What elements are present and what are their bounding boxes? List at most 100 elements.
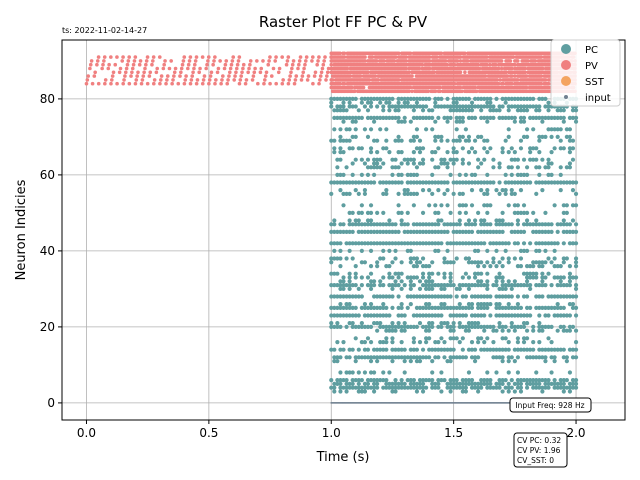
pc-spike — [411, 347, 416, 352]
pc-spike — [362, 305, 368, 310]
pc-spike — [353, 119, 358, 124]
pc-spike — [396, 100, 401, 105]
pc-spike — [509, 324, 514, 329]
pc-spike — [549, 172, 554, 177]
pc-spike — [524, 165, 530, 170]
pc-spike — [570, 378, 576, 383]
pc-spike — [466, 180, 472, 185]
pc-spike — [479, 302, 484, 307]
pc-spike — [509, 355, 514, 360]
pc-spike — [500, 104, 505, 109]
pv-spike — [95, 62, 99, 67]
pc-spike — [414, 229, 420, 234]
pc-spike — [368, 248, 374, 253]
pv-spike — [115, 55, 119, 59]
pc-spike — [338, 283, 343, 288]
pc-spike — [460, 157, 465, 162]
pc-spike — [534, 275, 539, 280]
pv-spike — [318, 78, 322, 82]
pc-spike — [417, 260, 423, 265]
pc-spike — [555, 302, 560, 307]
pc-spike — [405, 191, 410, 196]
pc-spike — [500, 96, 505, 101]
pc-spike — [387, 328, 392, 333]
pc-spike — [375, 294, 380, 299]
pv-spike — [485, 62, 489, 67]
pc-spike — [362, 370, 368, 375]
pc-spike — [506, 150, 511, 155]
pc-spike — [442, 321, 447, 326]
pv-spike — [247, 66, 251, 71]
pc-spike — [509, 321, 514, 326]
pc-spike — [500, 283, 505, 288]
pc-spike — [396, 134, 401, 139]
pv-spike — [325, 74, 329, 78]
pc-spike — [402, 321, 407, 326]
pc-spike — [393, 389, 398, 394]
pc-spike — [344, 305, 349, 310]
pv-spike — [432, 70, 436, 75]
pc-spike — [414, 146, 420, 151]
pc-spike — [411, 157, 416, 162]
pc-spike — [430, 260, 435, 265]
pc-spike — [347, 191, 352, 196]
pc-spike — [335, 355, 340, 360]
pc-spike — [368, 283, 374, 288]
pc-spike — [414, 96, 420, 101]
pc-spike — [424, 324, 429, 329]
pc-spike — [427, 355, 432, 360]
pc-spike — [417, 294, 423, 299]
pc-spike — [494, 241, 499, 246]
pc-spike — [494, 283, 499, 288]
pv-spike — [194, 55, 199, 59]
pc-spike — [414, 347, 420, 352]
pc-spike — [411, 336, 416, 341]
pc-spike — [408, 241, 413, 246]
pc-spike — [506, 313, 511, 318]
pc-spike — [384, 385, 389, 390]
pv-spike — [139, 81, 144, 86]
pc-spike — [531, 324, 536, 329]
pc-spike — [424, 385, 429, 390]
pc-spike — [411, 104, 416, 109]
pc-spike — [558, 279, 563, 284]
pc-spike — [521, 157, 527, 162]
pc-spike — [365, 275, 371, 280]
pc-spike — [368, 150, 374, 155]
pc-spike — [396, 138, 401, 143]
pc-spike — [393, 381, 398, 386]
pv-spike — [485, 55, 489, 59]
pc-spike — [521, 271, 527, 276]
pc-spike — [567, 347, 573, 352]
pc-spike — [540, 264, 545, 269]
pc-spike — [457, 115, 462, 120]
pc-spike — [436, 381, 441, 386]
pc-spike — [451, 378, 456, 383]
pc-spike — [445, 385, 450, 390]
pc-spike — [543, 283, 548, 288]
pc-spike — [540, 134, 545, 139]
pc-spike — [332, 385, 337, 390]
pc-spike — [424, 328, 429, 333]
pc-spike — [396, 172, 401, 177]
pv-spike — [159, 74, 164, 78]
pv-spike — [298, 55, 303, 59]
pc-spike — [378, 305, 383, 310]
pc-spike — [338, 115, 343, 120]
pv-spike — [201, 78, 206, 82]
pc-spike — [491, 283, 496, 288]
pc-spike — [420, 115, 426, 120]
pc-spike — [518, 248, 524, 253]
pc-spike — [479, 241, 484, 246]
pv-spike — [523, 66, 527, 71]
pv-spike — [90, 81, 95, 86]
pv-spike — [474, 89, 479, 94]
pc-spike — [491, 115, 496, 120]
pv-spike — [452, 81, 457, 86]
pc-spike — [347, 146, 352, 151]
pc-spike — [528, 271, 533, 276]
pc-spike — [573, 328, 579, 333]
pv-spike — [239, 74, 243, 78]
pc-spike — [546, 336, 551, 341]
pc-spike — [442, 305, 447, 310]
